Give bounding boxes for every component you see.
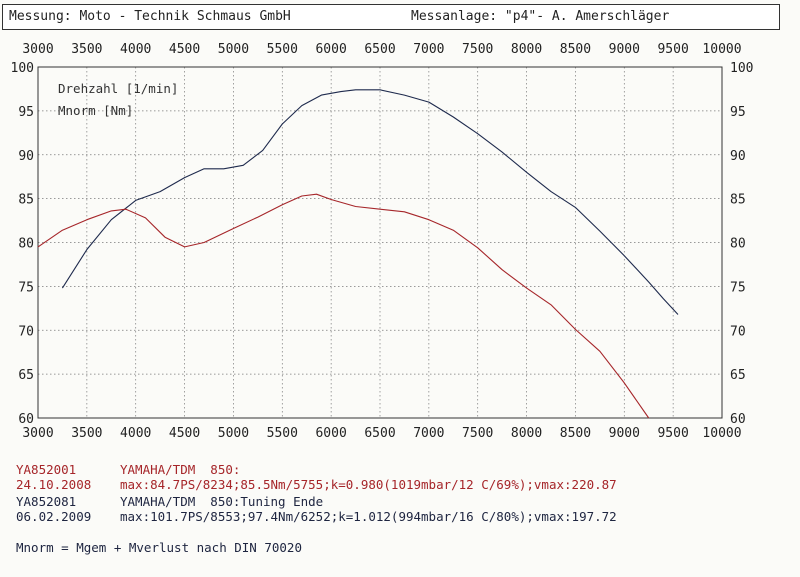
legend-entry-drehzahl: Drehzahl [1/min] [58,81,178,96]
series-line-1 [61,89,679,315]
y-tick-label-left: 95 [18,105,34,120]
x-tick-label-bottom: 8500 [560,426,591,441]
y-tick-label-left: 60 [18,412,34,427]
y-tick-label-left: 100 [11,61,34,76]
x-tick-label-top: 4500 [169,42,200,57]
y-tick-label-right: 70 [730,324,746,339]
legend-entry-mnorm: Mnorm [Nm] [58,103,133,118]
x-tick-label-top: 5500 [267,42,298,57]
run2-stats: max:101.7PS/8553;97.4Nm/6252;k=1.012(994… [120,509,617,524]
y-tick-label-right: 80 [730,237,746,252]
y-tick-label-right: 60 [730,412,746,427]
y-tick-label-left: 90 [18,149,34,164]
y-tick-label-right: 95 [730,105,746,120]
x-tick-label-bottom: 5000 [218,426,249,441]
x-tick-label-bottom: 4500 [169,426,200,441]
plot-frame [37,66,723,419]
y-tick-label-left: 85 [18,193,34,208]
x-tick-label-bottom: 3000 [22,426,53,441]
y-tick-label-left: 65 [18,368,34,383]
y-tick-label-right: 100 [730,61,753,76]
y-tick-label-left: 70 [18,324,34,339]
measurement-header: Messung: Moto - Technik Schmaus GmbH Mes… [2,4,780,30]
x-tick-label-top: 7500 [462,42,493,57]
x-tick-label-top: 8500 [560,42,591,57]
run2-id: YA852081 [16,494,77,509]
x-tick-label-bottom: 6000 [315,426,346,441]
x-tick-label-bottom: 10000 [702,426,741,441]
x-tick-label-bottom: 9000 [609,426,640,441]
y-tick-label-left: 80 [18,237,34,252]
measurement-station: Messanlage: "p4"- A. Amerschläger [411,9,670,24]
series-line-2 [37,193,650,419]
y-tick-label-right: 85 [730,193,746,208]
x-tick-label-top: 4000 [120,42,151,57]
x-tick-label-top: 6500 [364,42,395,57]
x-tick-label-top: 6000 [315,42,346,57]
x-tick-label-top: 8000 [511,42,542,57]
tick-labels: 3000 3000 3500 3500 4000 4000 4500 4500 5000 5000… [11,42,754,441]
y-tick-label-right: 65 [730,368,746,383]
x-tick-label-bottom: 7500 [462,426,493,441]
x-tick-label-top: 5000 [218,42,249,57]
x-tick-label-bottom: 9500 [657,426,688,441]
din-footnote: Mnorm = Mgem + Mverlust nach DIN 70020 [16,540,302,555]
x-tick-label-bottom: 4000 [120,426,151,441]
run1-id: YA852001 [16,462,77,477]
chart-series [37,89,679,419]
y-tick-label-right: 90 [730,149,746,164]
x-tick-label-bottom: 8000 [511,426,542,441]
run1-date: 24.10.2008 [16,477,92,492]
run2-model: YAMAHA/TDM 850:Tuning Ende [120,494,324,509]
x-tick-label-top: 10000 [702,42,741,57]
x-tick-label-top: 9500 [657,42,688,57]
run1-model: YAMAHA/TDM 850: [120,462,241,477]
x-tick-label-top: 7000 [413,42,444,57]
run2-date: 06.02.2009 [16,509,92,524]
y-tick-label-right: 75 [730,280,746,295]
y-tick-label-left: 75 [18,280,34,295]
x-tick-label-top: 9000 [609,42,640,57]
x-tick-label-top: 3500 [71,42,102,57]
chart-grid [38,67,722,418]
run1-stats: max:84.7PS/8234;85.5Nm/5755;k=0.980(1019… [120,477,617,492]
x-tick-label-top: 3000 [22,42,53,57]
x-tick-label-bottom: 7000 [413,426,444,441]
x-tick-label-bottom: 5500 [267,426,298,441]
measurement-shop: Messung: Moto - Technik Schmaus GmbH [9,9,291,24]
x-tick-label-bottom: 6500 [364,426,395,441]
x-tick-label-bottom: 3500 [71,426,102,441]
